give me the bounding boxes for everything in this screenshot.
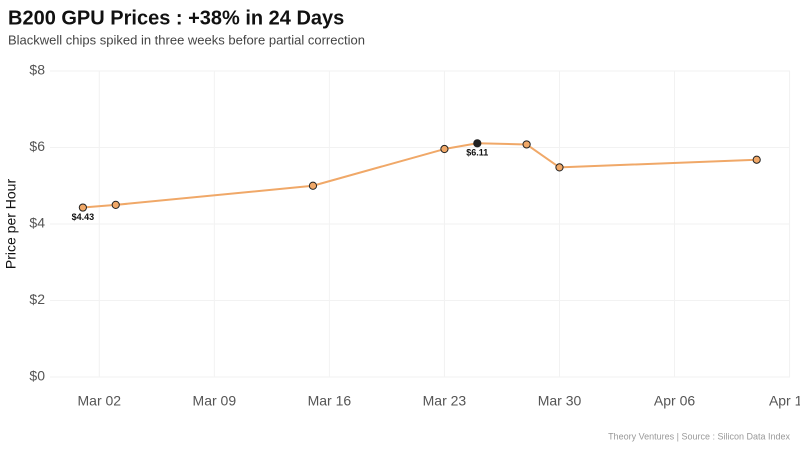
- point: [308, 181, 318, 190]
- line: [82, 142, 757, 209]
- point: [522, 140, 531, 149]
- x-tick-label: Mar 30: [538, 393, 582, 409]
- point: [78, 203, 87, 212]
- x-tick-label: Mar 16: [308, 393, 352, 409]
- chart-title: B200 GPU Prices : +38% in 24 Days: [8, 7, 344, 29]
- y-tick-label: $4: [29, 215, 45, 231]
- point: [555, 163, 564, 172]
- x-tick-label: Mar 02: [78, 393, 122, 409]
- y-tick-label: $0: [29, 368, 45, 384]
- x-tick-label: Apr 06: [654, 393, 695, 409]
- y-tick-label: $6: [29, 138, 45, 154]
- point: [473, 139, 482, 148]
- chart-subtitle: Blackwell chips spiked in three weeks be…: [8, 32, 365, 47]
- x-tick-label: Apr 13: [769, 393, 800, 409]
- data-label: $4.43: [72, 212, 95, 222]
- y-tick-label: $2: [29, 291, 45, 307]
- y-axis-label: Price per Hour: [3, 179, 19, 270]
- x-tick-label: Mar 23: [423, 393, 467, 409]
- y-tick-label: $8: [29, 62, 45, 78]
- x-tick-label: Mar 09: [193, 393, 237, 409]
- point: [111, 200, 120, 209]
- data-label: $6.11: [466, 148, 488, 158]
- point: [440, 144, 449, 154]
- point: [752, 155, 761, 164]
- caption: Theory Ventures | Source : Silicon Data …: [608, 431, 790, 441]
